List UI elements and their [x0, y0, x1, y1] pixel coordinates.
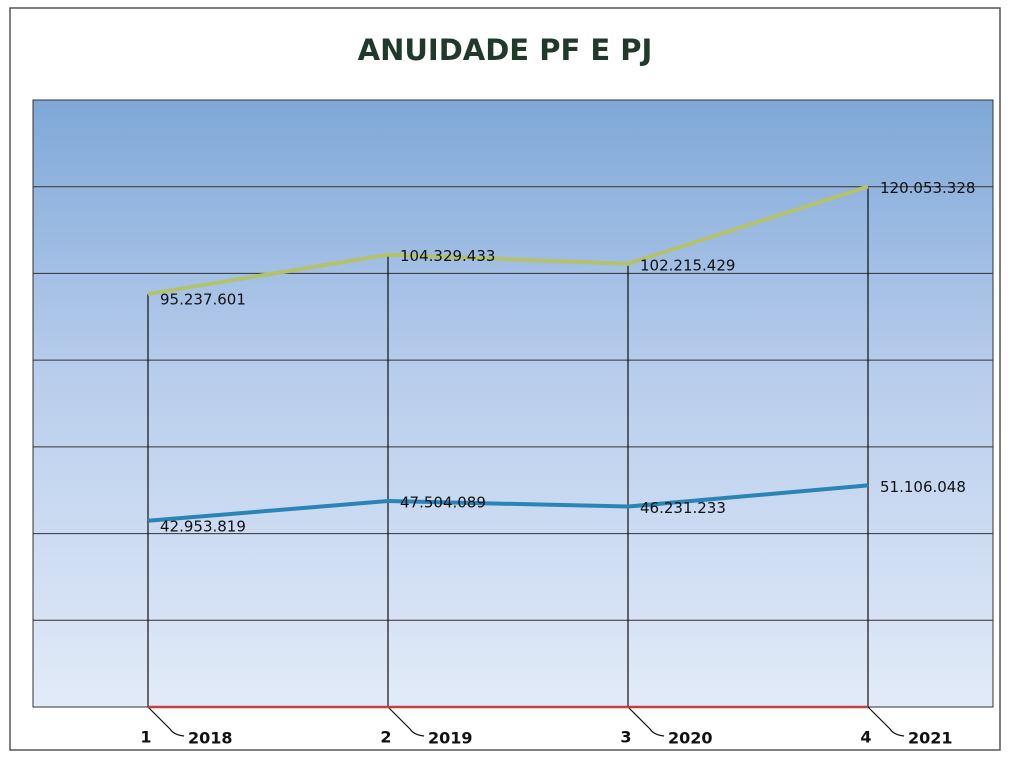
plot-area [32, 99, 994, 708]
label-leader [627, 706, 665, 737]
x-tick-label: 2019 [428, 729, 473, 748]
label-leader [147, 706, 185, 737]
data-label: 46.231.233 [640, 499, 726, 517]
series-line [147, 184, 869, 297]
data-label: 95.237.601 [160, 291, 246, 309]
x-tick-number: 1 [140, 728, 151, 747]
chart-title: ANUIDADE PF E PJ [358, 33, 653, 67]
label-leader [867, 706, 905, 737]
data-label: 102.215.429 [640, 256, 735, 274]
x-tick-label: 2021 [908, 729, 953, 748]
data-label: 47.504.089 [400, 494, 486, 512]
data-label: 51.106.048 [880, 478, 966, 496]
x-tick-number: 2 [380, 728, 391, 747]
label-leader [387, 706, 425, 737]
x-tick-label: 2018 [188, 729, 233, 748]
x-tick-label: 2020 [668, 729, 713, 748]
x-tick-number: 4 [860, 728, 871, 747]
series-line [147, 483, 869, 523]
data-label: 120.053.328 [880, 179, 975, 197]
x-tick-number: 3 [620, 728, 631, 747]
data-label: 104.329.433 [400, 247, 495, 265]
data-label: 42.953.819 [160, 517, 246, 535]
